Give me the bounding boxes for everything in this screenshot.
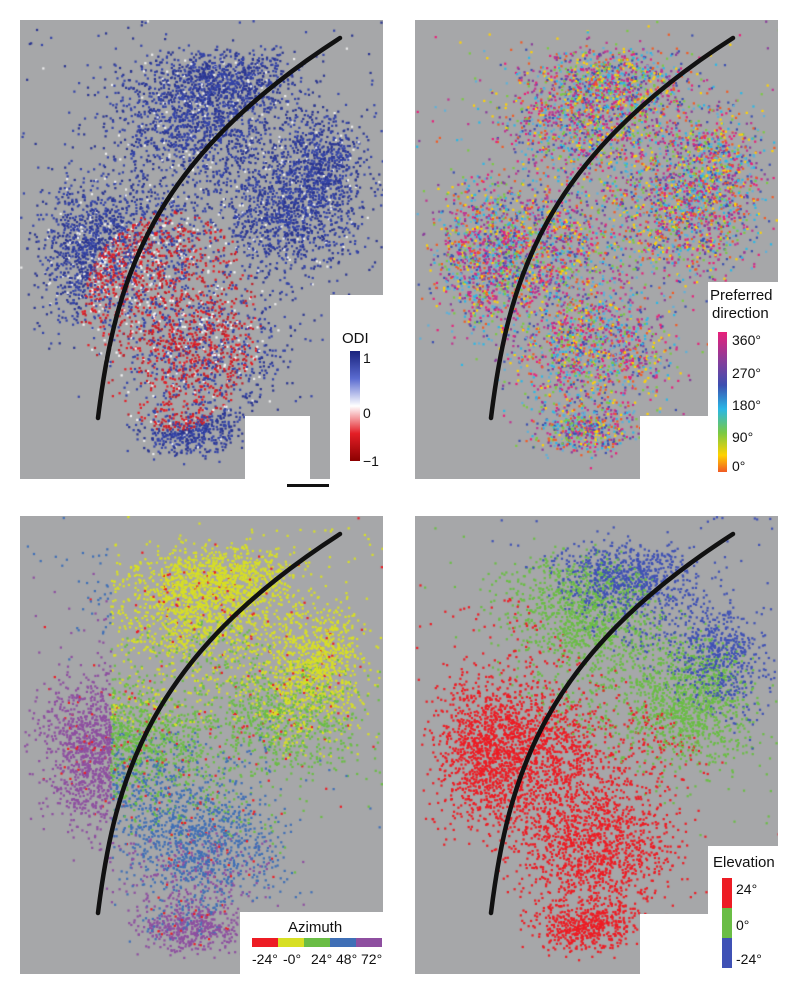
elevation-notch [640, 914, 708, 974]
azimuth-swatch-3 [304, 938, 330, 947]
direction-tick-360: 360° [732, 332, 761, 348]
elevation-swatch-0 [722, 908, 732, 938]
elevation-boundary-arc [488, 531, 736, 916]
direction-tick-90: 90° [732, 429, 754, 445]
azimuth-tick-5: 72° [361, 951, 383, 967]
elevation-swatch-neg24 [722, 938, 732, 968]
azimuth-cell-scatter [20, 516, 383, 974]
direction-legend-title-line2: direction [712, 305, 769, 322]
azimuth-map-panel: Azimuth -24° -0° 24° 48° 72° [20, 516, 383, 974]
azimuth-swatch-2 [278, 938, 304, 947]
direction-tick-270: 270° [732, 365, 761, 381]
azimuth-swatch-4 [330, 938, 356, 947]
elevation-swatch-24 [722, 878, 732, 908]
direction-boundary-arc [488, 35, 736, 421]
odi-notch [245, 416, 310, 479]
direction-notch [640, 416, 708, 479]
azimuth-tick-1: -24° [252, 951, 278, 967]
azimuth-tick-3: 24° [311, 951, 333, 967]
odi-legend: ODI 1 0 −1 [330, 295, 383, 479]
direction-map-panel: Preferred direction 360° 270° 180° 90° 0… [415, 20, 778, 479]
elevation-legend-title: Elevation [713, 854, 775, 871]
odi-tick-mid: 0 [363, 405, 371, 421]
odi-tick-min: −1 [363, 453, 379, 469]
elevation-legend: Elevation 24° 0° -24° [708, 846, 778, 974]
azimuth-legend: Azimuth -24° -0° 24° 48° 72° [240, 912, 383, 974]
elevation-tick-24: 24° [736, 881, 758, 897]
azimuth-tick-4: 48° [336, 951, 358, 967]
direction-tick-0: 0° [732, 458, 746, 474]
direction-legend: Preferred direction 360° 270° 180° 90° 0… [708, 282, 778, 479]
odi-legend-title: ODI [342, 330, 369, 347]
elevation-tick-0: 0° [736, 917, 750, 933]
azimuth-swatch-5 [356, 938, 382, 947]
elevation-map-panel: Elevation 24° 0° -24° [415, 516, 778, 974]
odi-tick-max: 1 [363, 350, 371, 366]
azimuth-legend-title: Azimuth [288, 919, 343, 936]
odi-cell-scatter [20, 20, 383, 479]
azimuth-tick-2: -0° [283, 951, 302, 967]
direction-legend-title-line1: Preferred [710, 287, 773, 304]
odi-map-panel: ODI 1 0 −1 [20, 20, 383, 479]
elevation-tick-neg24: -24° [736, 951, 762, 967]
odi-colorbar [350, 351, 360, 461]
direction-tick-180: 180° [732, 397, 761, 413]
scale-bar [287, 484, 329, 487]
azimuth-boundary-arc [95, 531, 343, 916]
odi-boundary-arc [95, 35, 343, 421]
direction-colorbar [718, 332, 727, 472]
azimuth-swatch-1 [252, 938, 278, 947]
